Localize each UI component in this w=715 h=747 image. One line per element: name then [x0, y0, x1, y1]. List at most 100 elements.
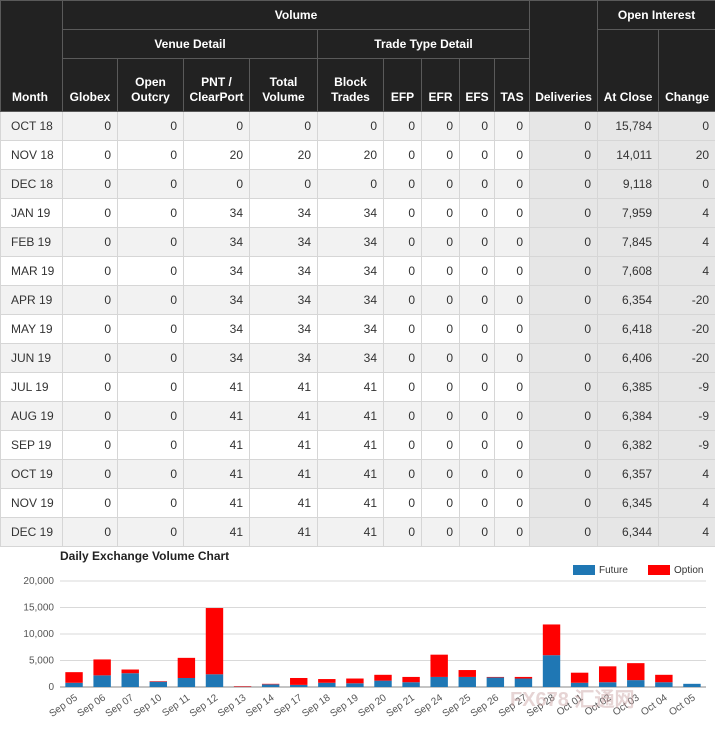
- cell-globex: 0: [62, 314, 118, 344]
- bar-future[interactable]: [542, 655, 561, 687]
- cell-month: APR 19: [0, 285, 63, 315]
- cell-efp: 0: [383, 343, 422, 373]
- bar-future[interactable]: [486, 677, 505, 687]
- bar-option[interactable]: [430, 654, 448, 677]
- cell-change: 4: [658, 517, 715, 547]
- bar-option[interactable]: [570, 672, 589, 683]
- x-tick-label: Sep 06: [76, 692, 109, 719]
- cell-at-close: 6,406: [597, 343, 660, 373]
- bar-future[interactable]: [374, 680, 392, 687]
- bar-option[interactable]: [93, 659, 111, 676]
- cell-total-volume: 41: [249, 401, 318, 431]
- cell-efp: 0: [383, 285, 422, 315]
- cell-open-outcry: 0: [117, 459, 184, 489]
- y-tick-label: 20,000: [23, 576, 54, 587]
- cell-total-volume: 41: [249, 372, 318, 402]
- cell-at-close: 9,118: [597, 169, 660, 199]
- bar-future[interactable]: [177, 677, 196, 687]
- cell-deliveries: 0: [529, 314, 599, 344]
- header-block-trades: Block Trades: [317, 58, 384, 112]
- cell-deliveries: 0: [529, 198, 599, 228]
- cell-efp: 0: [383, 488, 422, 518]
- cell-open-outcry: 0: [117, 401, 184, 431]
- bar-future[interactable]: [430, 676, 448, 687]
- bar-option[interactable]: [205, 608, 224, 675]
- cell-tas: 0: [493, 343, 531, 373]
- cell-block-trades: 34: [317, 343, 384, 373]
- cell-efp: 0: [383, 517, 422, 547]
- cell-block-trades: 34: [317, 314, 384, 344]
- bar-option[interactable]: [374, 674, 392, 681]
- header-change: Change: [658, 29, 715, 112]
- cell-at-close: 6,354: [597, 285, 660, 315]
- bar-option[interactable]: [346, 678, 364, 684]
- bar-option[interactable]: [627, 663, 645, 681]
- legend-option-swatch: [648, 565, 670, 576]
- bar-future[interactable]: [65, 682, 83, 687]
- bar-future[interactable]: [570, 682, 589, 687]
- bar-option[interactable]: [514, 676, 533, 679]
- header-venue-detail: Venue Detail: [62, 29, 318, 59]
- cell-pnt: 41: [183, 488, 250, 518]
- bar-future[interactable]: [261, 684, 280, 687]
- volume-table: Month Volume Deliveries Open Interest Ve…: [0, 0, 715, 547]
- bar-option[interactable]: [486, 676, 505, 678]
- cell-total-volume: 34: [249, 256, 318, 286]
- x-tick-label: Sep 11: [160, 692, 192, 719]
- legend-future[interactable]: Future: [573, 565, 628, 576]
- legend-option[interactable]: Option: [648, 565, 703, 576]
- header-deliveries: Deliveries: [529, 0, 599, 112]
- bar-future[interactable]: [514, 678, 533, 687]
- bar-option[interactable]: [149, 681, 168, 682]
- cell-globex: 0: [62, 111, 118, 141]
- cell-deliveries: 0: [529, 372, 599, 402]
- bar-future[interactable]: [205, 674, 224, 687]
- cell-efs: 0: [459, 285, 495, 315]
- bar-option[interactable]: [233, 686, 252, 687]
- cell-month: MAY 19: [0, 314, 63, 344]
- cell-globex: 0: [62, 343, 118, 373]
- bar-future[interactable]: [402, 682, 420, 687]
- bar-future[interactable]: [149, 681, 168, 687]
- bar-future[interactable]: [318, 682, 336, 687]
- cell-open-outcry: 0: [117, 140, 184, 170]
- bar-option[interactable]: [177, 657, 196, 678]
- bar-option[interactable]: [121, 669, 139, 674]
- bar-future[interactable]: [290, 684, 308, 687]
- bar-option[interactable]: [65, 672, 83, 683]
- bar-option[interactable]: [458, 670, 476, 677]
- bar-option[interactable]: [402, 676, 420, 683]
- table-row: NOV 19 0 0 41 41 41 0 0 0 0 0 6,345 4: [0, 488, 715, 518]
- bar-future[interactable]: [458, 676, 476, 687]
- bar-future[interactable]: [346, 683, 364, 687]
- bar-future[interactable]: [598, 682, 617, 687]
- bar-future[interactable]: [627, 680, 645, 687]
- cell-tas: 0: [493, 285, 531, 315]
- cell-month: NOV 18: [0, 140, 63, 170]
- bar-future[interactable]: [655, 682, 673, 687]
- cell-pnt: 34: [183, 227, 250, 257]
- cell-month: DEC 18: [0, 169, 63, 199]
- cell-pnt: 20: [183, 140, 250, 170]
- table-row: NOV 18 0 0 20 20 20 0 0 0 0 0 14,011 20: [0, 140, 715, 170]
- bar-option[interactable]: [318, 679, 336, 683]
- cell-total-volume: 34: [249, 343, 318, 373]
- cell-efr: 0: [421, 111, 460, 141]
- bar-option[interactable]: [655, 674, 673, 683]
- bar-option[interactable]: [290, 677, 308, 685]
- header-pnt-clearport: PNT / ClearPort: [183, 58, 250, 112]
- bar-option[interactable]: [598, 666, 617, 683]
- cell-globex: 0: [62, 372, 118, 402]
- bar-option[interactable]: [542, 624, 561, 656]
- bar-future[interactable]: [683, 683, 701, 687]
- cell-pnt: 41: [183, 372, 250, 402]
- cell-deliveries: 0: [529, 488, 599, 518]
- cell-block-trades: 20: [317, 140, 384, 170]
- cell-globex: 0: [62, 285, 118, 315]
- cell-total-volume: 34: [249, 227, 318, 257]
- bar-future[interactable]: [121, 673, 139, 687]
- bar-future[interactable]: [93, 675, 111, 687]
- bar-option[interactable]: [261, 683, 280, 685]
- cell-pnt: 0: [183, 169, 250, 199]
- cell-pnt: 41: [183, 430, 250, 460]
